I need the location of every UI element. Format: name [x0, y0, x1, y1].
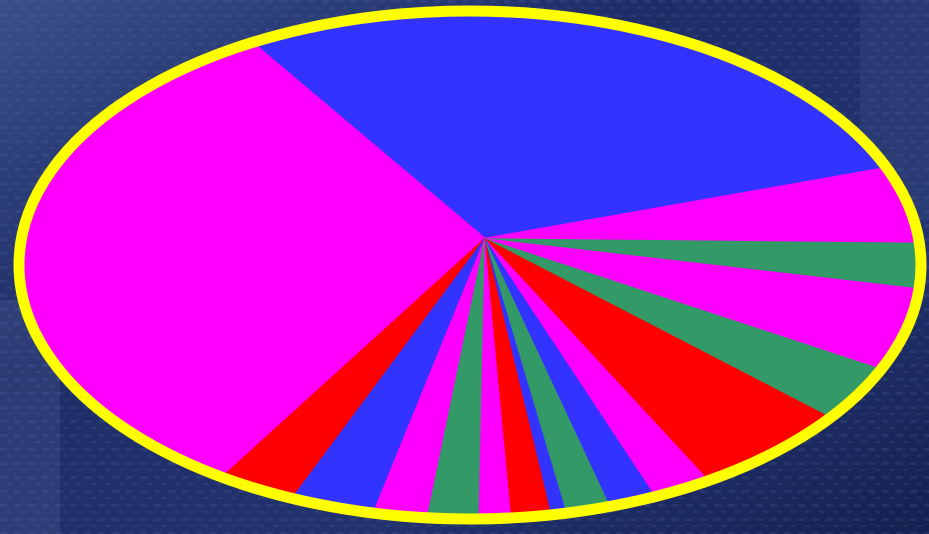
pie-slices — [18, 10, 922, 520]
pie-outline — [13, 5, 927, 525]
